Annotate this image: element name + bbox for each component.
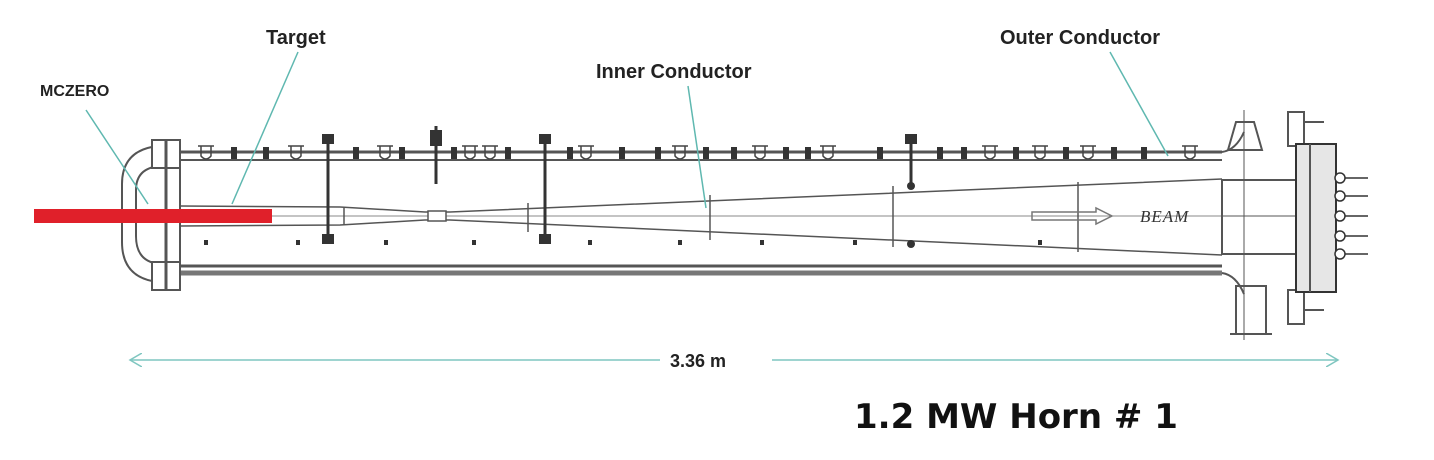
stud	[588, 240, 592, 245]
nozzle-pin	[451, 147, 457, 159]
downstream-flange	[1221, 110, 1337, 340]
nozzle-cup	[752, 145, 768, 160]
nozzle-pin	[505, 147, 511, 159]
stud	[760, 240, 764, 245]
label-target: Target	[266, 27, 326, 49]
leader-lines	[85, 51, 1169, 209]
nozzle-cup	[198, 145, 214, 160]
nozzle-pin	[703, 147, 709, 159]
nozzle-pin	[353, 147, 359, 159]
nozzle-pin	[1013, 147, 1019, 159]
stud	[853, 240, 857, 245]
cooling-nozzles	[198, 145, 1198, 160]
label-mczero: MCZERO	[40, 83, 109, 100]
nozzle-pin	[1141, 147, 1147, 159]
nozzle-pin	[263, 147, 269, 159]
stud	[204, 240, 208, 245]
stud	[472, 240, 476, 245]
target-rod	[34, 209, 272, 223]
nozzle-cup	[377, 145, 393, 160]
label-inner-conductor: Inner Conductor	[596, 61, 752, 83]
stud	[1038, 240, 1042, 245]
nozzle-cup	[1182, 145, 1198, 160]
nozzle-cup	[482, 145, 498, 160]
outer-conductor	[180, 131, 1245, 295]
spider-mounts	[322, 130, 917, 248]
downstream-bolts	[1334, 172, 1368, 260]
nozzle-pin	[567, 147, 573, 159]
nozzle-pin	[961, 147, 967, 159]
diagram-title: 1.2 MW Horn # 1	[854, 397, 1178, 437]
stud	[296, 240, 300, 245]
bottom-studs	[204, 240, 1042, 245]
nozzle-cup	[1032, 145, 1048, 160]
spider-supports	[326, 126, 913, 244]
nozzle-pin	[1111, 147, 1117, 159]
nozzle-pin	[877, 147, 883, 159]
nozzle-cup	[1080, 145, 1096, 160]
stud	[678, 240, 682, 245]
nozzle-pin	[783, 147, 789, 159]
nozzle-cup	[982, 145, 998, 160]
nozzle-pin	[399, 147, 405, 159]
nozzle-pin	[619, 147, 625, 159]
nozzle-cup	[288, 145, 304, 160]
nozzle-pin	[655, 147, 661, 159]
beam-label: BEAM	[1140, 207, 1189, 226]
dimension-label: 3.36 m	[670, 351, 726, 371]
inner-conductor	[179, 178, 1223, 256]
stud	[384, 240, 388, 245]
nozzle-cup	[672, 145, 688, 160]
nozzle-pin	[805, 147, 811, 159]
nozzle-pin	[231, 147, 237, 159]
nozzle-cup	[462, 145, 478, 160]
nozzle-cup	[820, 145, 836, 160]
label-outer-conductor: Outer Conductor	[1000, 27, 1160, 49]
nozzle-pin	[1063, 147, 1069, 159]
nozzle-pin	[731, 147, 737, 159]
nozzle-pin	[937, 147, 943, 159]
nozzle-cup	[578, 145, 594, 160]
